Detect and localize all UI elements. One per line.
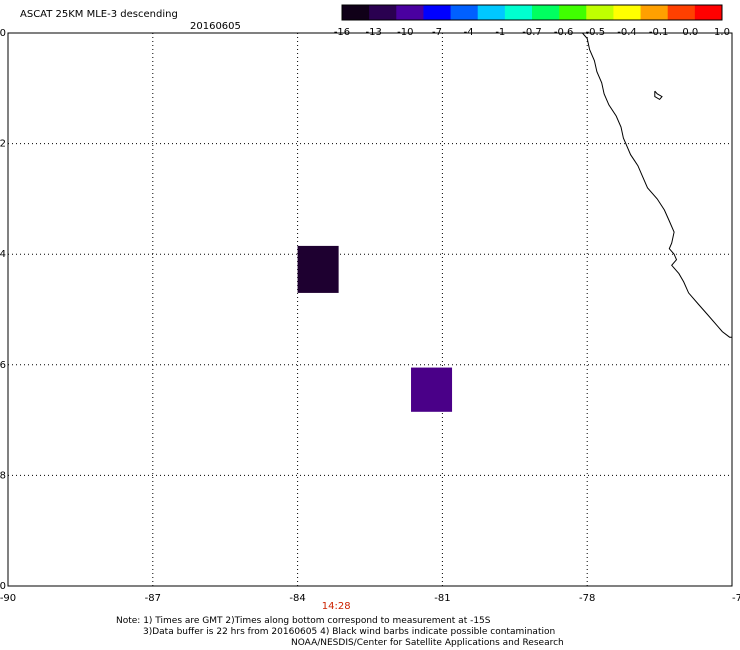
footer-note-1: Note: 1) Times are GMT 2)Times along bot… — [116, 616, 491, 626]
colorbar-segment — [450, 5, 479, 20]
lon-tick-label: -75 — [732, 593, 740, 604]
lon-tick-label: -78 — [579, 593, 595, 604]
colorbar-segment — [667, 5, 696, 20]
lat-tick-label: -18 — [0, 470, 6, 481]
colorbar-segment — [342, 5, 370, 20]
coastline — [582, 32, 732, 338]
time-marker-label: 14:28 — [322, 601, 351, 612]
colorbar-segment — [423, 5, 452, 20]
colorbar-segment — [640, 5, 669, 20]
colorbar-segment — [369, 5, 397, 20]
island-path — [654, 90, 663, 101]
gridlines — [7, 32, 733, 587]
footer-note-2: 3)Data buffer is 22 hrs from 20160605 4)… — [143, 627, 556, 637]
lat-tick-label: -20 — [0, 581, 6, 592]
colorbar — [341, 4, 723, 21]
colorbar-segment — [613, 5, 642, 20]
colorbar-segment — [396, 5, 424, 20]
lon-tick-label: -87 — [145, 593, 161, 604]
colorbar-segment — [532, 5, 560, 20]
lat-tick-labels: -10 -12 -14 -16 -18 -20 — [0, 28, 6, 592]
lat-tick-label: -12 — [0, 139, 6, 150]
colorbar-segment — [586, 5, 614, 20]
chart-title: ASCAT 25KM MLE-3 descending — [20, 9, 178, 20]
lon-tick-label: -84 — [289, 593, 305, 604]
colorbar-segment — [694, 5, 723, 20]
chart-date: 20160605 — [190, 21, 241, 32]
map-frame — [7, 32, 733, 587]
data-cell — [411, 367, 453, 412]
colorbar-frame — [341, 4, 723, 21]
lon-tick-label: -90 — [0, 593, 16, 604]
lat-tick-label: -16 — [0, 360, 6, 371]
data-cells — [297, 245, 453, 412]
lat-tick-label: -10 — [0, 28, 6, 39]
data-cell — [297, 245, 339, 293]
lat-tick-label: -14 — [0, 249, 6, 260]
coastline-path — [582, 32, 732, 338]
colorbar-segment — [477, 5, 506, 20]
colorbar-segment — [504, 5, 533, 20]
colorbar-segment — [559, 5, 587, 20]
lon-tick-label: -81 — [434, 593, 450, 604]
lon-tick-labels: -90 -87 -84 -81 -78 -75 — [0, 593, 740, 604]
footer-credit: NOAA/NESDIS/Center for Satellite Applica… — [291, 638, 564, 648]
